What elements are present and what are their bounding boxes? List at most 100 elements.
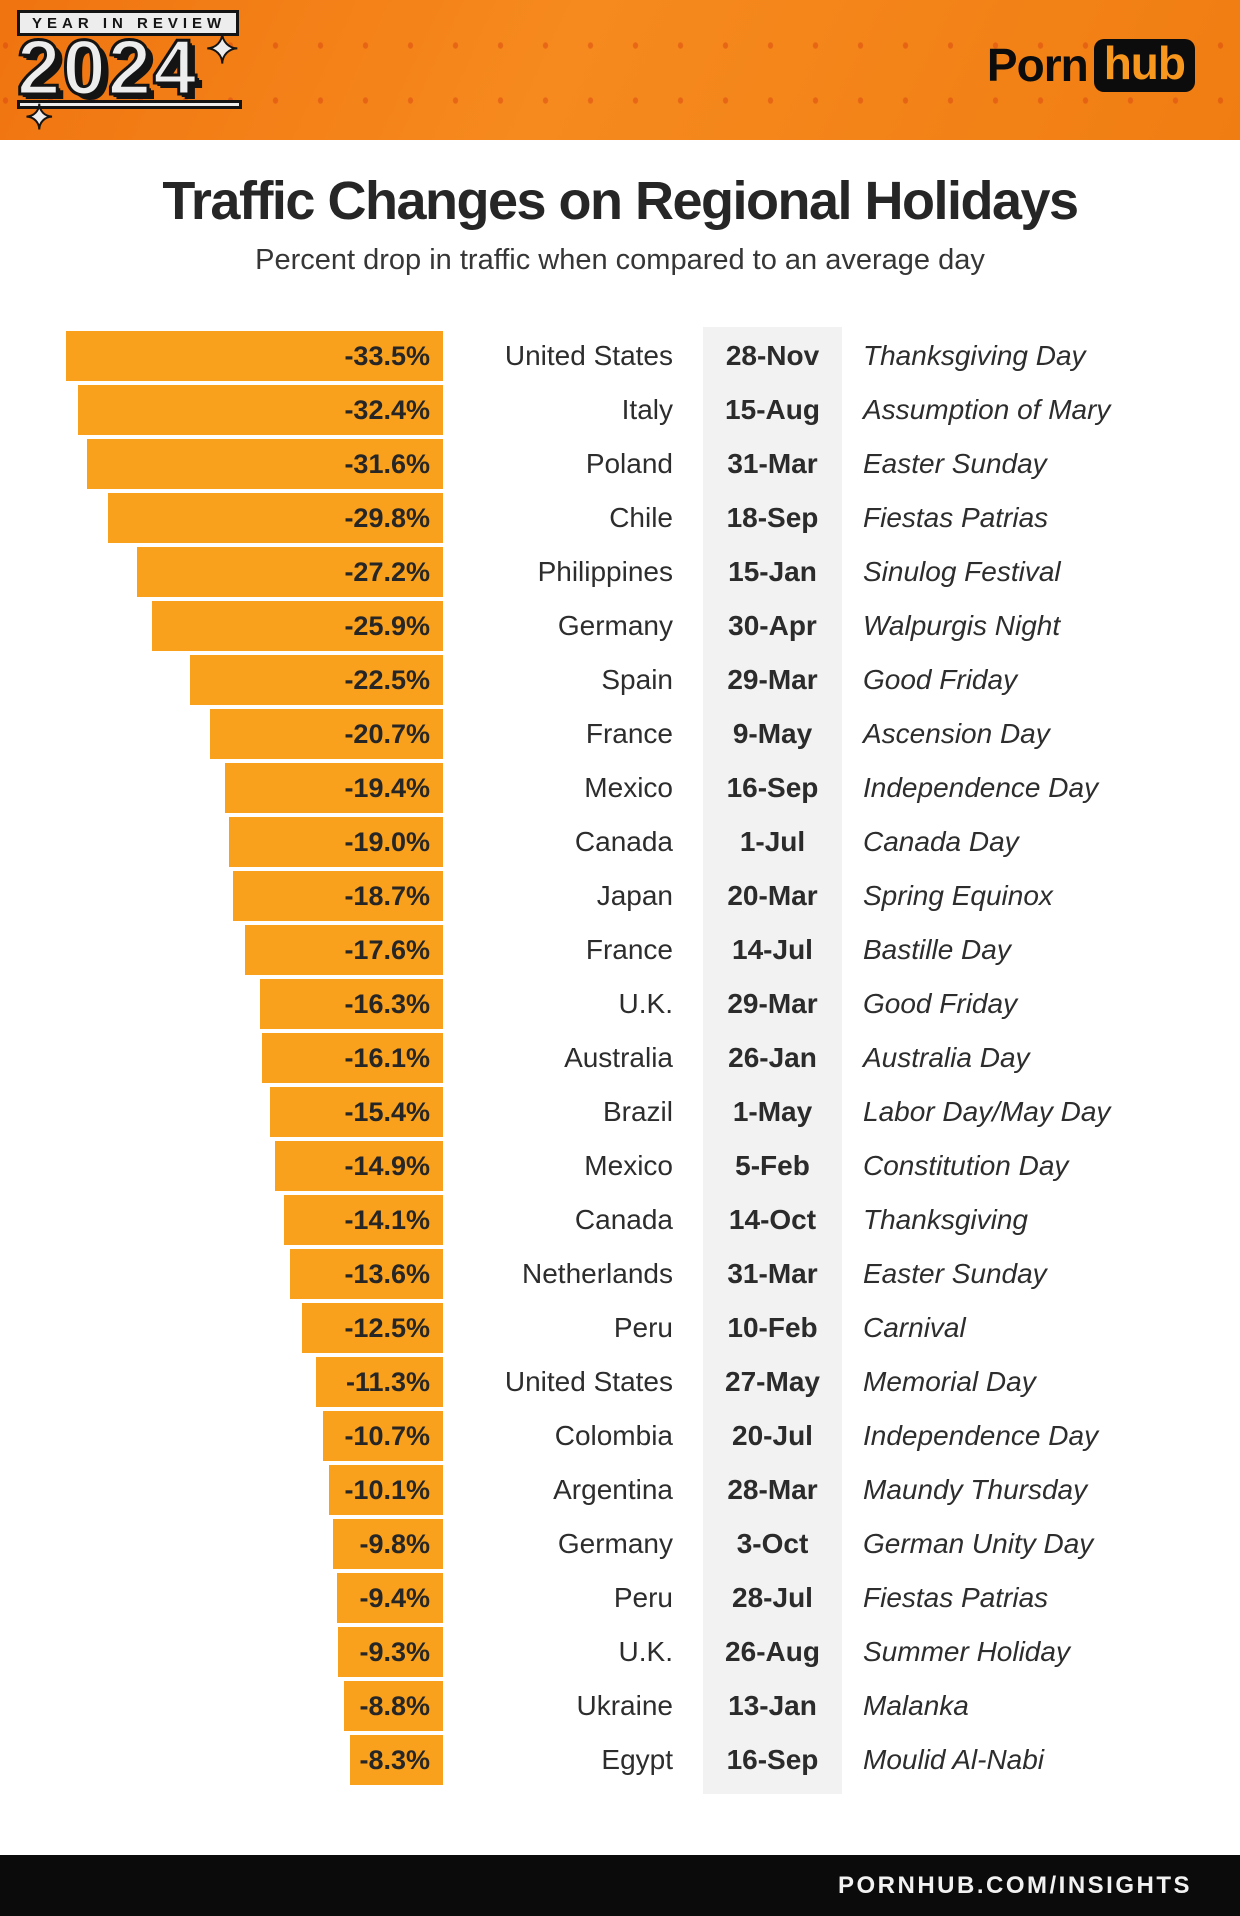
holiday-name-label: Walpurgis Night: [863, 610, 1061, 641]
chart-row: -25.9% Germany 30-Apr Walpurgis Night: [53, 601, 1200, 651]
chart-row: -10.7% Colombia 20-Jul Independence Day: [53, 1411, 1200, 1461]
traffic-drop-bar: -29.8%: [108, 493, 443, 543]
holiday-name-label: Easter Sunday: [863, 1258, 1047, 1289]
country-label: Poland: [585, 448, 673, 479]
logo-underline-bar: [17, 100, 242, 109]
holiday-name-label: Constitution Day: [863, 1150, 1069, 1181]
holiday-name-label: Moulid Al-Nabi: [863, 1744, 1045, 1775]
bar-cell: -19.4%: [53, 763, 443, 813]
traffic-drop-bar: -18.7%: [233, 871, 443, 921]
country-label: Ukraine: [576, 1690, 673, 1721]
country-label: Canada: [574, 1204, 673, 1235]
traffic-drop-bar: -17.6%: [245, 925, 443, 975]
percent-drop-label: -33.5%: [344, 340, 430, 371]
chart-row: -33.5% United States 28-Nov Thanksgiving…: [53, 331, 1200, 381]
chart-row: -15.4% Brazil 1-May Labor Day/May Day: [53, 1087, 1200, 1137]
percent-drop-label: -9.3%: [359, 1636, 430, 1667]
holiday-name-label: Memorial Day: [863, 1366, 1036, 1397]
country-label: United States: [504, 340, 673, 371]
sparkle-star-icon: ✦: [204, 28, 239, 72]
holiday-name-label: Thanksgiving Day: [863, 340, 1086, 371]
chart-row: -12.5% Peru 10-Feb Carnival: [53, 1303, 1200, 1353]
traffic-drop-bar: -22.5%: [190, 655, 443, 705]
holiday-name-label: Bastille Day: [863, 934, 1011, 965]
bar-cell: -31.6%: [53, 439, 443, 489]
traffic-drop-bar: -10.7%: [323, 1411, 443, 1461]
percent-drop-label: -22.5%: [344, 664, 430, 695]
chart-row: -11.3% United States 27-May Memorial Day: [53, 1357, 1200, 1407]
bar-cell: -27.2%: [53, 547, 443, 597]
country-label: United States: [504, 1366, 673, 1397]
holiday-name-label: Ascension Day: [863, 718, 1050, 749]
traffic-drop-bar: -25.9%: [152, 601, 443, 651]
date-column-background: [703, 327, 842, 1794]
holiday-name-label: Canada Day: [863, 826, 1019, 857]
holiday-name-label: Independence Day: [863, 772, 1099, 803]
percent-drop-label: -9.8%: [359, 1528, 430, 1559]
country-label: Germany: [557, 1528, 673, 1559]
percent-drop-label: -20.7%: [344, 718, 430, 749]
bar-cell: -12.5%: [53, 1303, 443, 1353]
traffic-drop-bar: -10.1%: [329, 1465, 443, 1515]
bar-cell: -9.4%: [53, 1573, 443, 1623]
bar-cell: -16.3%: [53, 979, 443, 1029]
holiday-name-label: Thanksgiving: [863, 1204, 1028, 1235]
pornhub-logo-hub-box: hub: [1093, 38, 1195, 92]
traffic-drop-bar: -33.5%: [66, 331, 443, 381]
date-label: 31-Mar: [727, 448, 818, 479]
bar-cell: -33.5%: [53, 331, 443, 381]
chart-row: -19.0% Canada 1-Jul Canada Day: [53, 817, 1200, 867]
year-2024-wordmark: 2024: [16, 23, 199, 111]
percent-drop-label: -10.1%: [344, 1474, 430, 1505]
traffic-drop-bar: -9.3%: [338, 1627, 443, 1677]
date-label: 14-Jul: [732, 934, 813, 965]
traffic-drop-bar: -11.3%: [316, 1357, 443, 1407]
chart-row: -9.8% Germany 3-Oct German Unity Day: [53, 1519, 1200, 1569]
footer-bar: PORNHUB.COM/INSIGHTS: [0, 1855, 1240, 1916]
date-label: 15-Aug: [725, 394, 820, 425]
date-label: 20-Mar: [727, 880, 818, 911]
chart-row: -14.1% Canada 14-Oct Thanksgiving: [53, 1195, 1200, 1245]
holiday-name-label: Sinulog Festival: [863, 556, 1061, 587]
bar-cell: -9.8%: [53, 1519, 443, 1569]
traffic-drop-bar: -16.1%: [262, 1033, 443, 1083]
year-in-review-badge: YEAR IN REVIEW: [17, 10, 240, 36]
bar-cell: -9.3%: [53, 1627, 443, 1677]
percent-drop-label: -16.3%: [344, 988, 430, 1019]
chart-row: -31.6% Poland 31-Mar Easter Sunday: [53, 439, 1200, 489]
bar-cell: -10.1%: [53, 1465, 443, 1515]
chart-row: -8.3% Egypt 16-Sep Moulid Al-Nabi: [53, 1735, 1200, 1785]
holiday-name-label: Easter Sunday: [863, 448, 1047, 479]
country-label: Canada: [574, 826, 673, 857]
date-label: 9-May: [732, 718, 813, 749]
traffic-drop-bar: -19.0%: [229, 817, 443, 867]
chart-row: -16.1% Australia 26-Jan Australia Day: [53, 1033, 1200, 1083]
date-label: 16-Sep: [726, 1744, 819, 1775]
country-label: Italy: [621, 394, 673, 425]
header-banner: ✦ YEAR IN REVIEW 2024 ✦ Porn hub: [0, 0, 1240, 140]
country-label: Japan: [596, 880, 673, 911]
country-label: U.K.: [618, 1636, 673, 1667]
holiday-name-label: Labor Day/May Day: [863, 1096, 1111, 1127]
date-label: 1-Jul: [739, 826, 806, 857]
percent-drop-label: -27.2%: [344, 556, 430, 587]
date-label: 10-Feb: [727, 1312, 818, 1343]
date-label: 28-Mar: [727, 1474, 818, 1505]
holiday-name-label: Australia Day: [863, 1042, 1030, 1073]
percent-drop-label: -9.4%: [359, 1582, 430, 1613]
bar-cell: -14.9%: [53, 1141, 443, 1191]
traffic-drop-bar: -8.3%: [350, 1735, 443, 1785]
date-label: 20-Jul: [732, 1420, 813, 1451]
holiday-name-label: German Unity Day: [863, 1528, 1094, 1559]
holiday-name-label: Summer Holiday: [863, 1636, 1070, 1667]
chart-row: -22.5% Spain 29-Mar Good Friday: [53, 655, 1200, 705]
country-label: Germany: [557, 610, 673, 641]
country-label: Peru: [613, 1582, 673, 1613]
traffic-drop-bar: -20.7%: [210, 709, 443, 759]
holiday-name-label: Maundy Thursday: [863, 1474, 1088, 1505]
holiday-traffic-bar-chart: -33.5% United States 28-Nov Thanksgiving…: [53, 327, 1200, 1794]
date-label: 26-Aug: [725, 1636, 820, 1667]
footer-url: PORNHUB.COM/INSIGHTS: [837, 1871, 1192, 1899]
date-label: 16-Sep: [726, 772, 819, 803]
chart-row: -9.4% Peru 28-Jul Fiestas Patrias: [53, 1573, 1200, 1623]
